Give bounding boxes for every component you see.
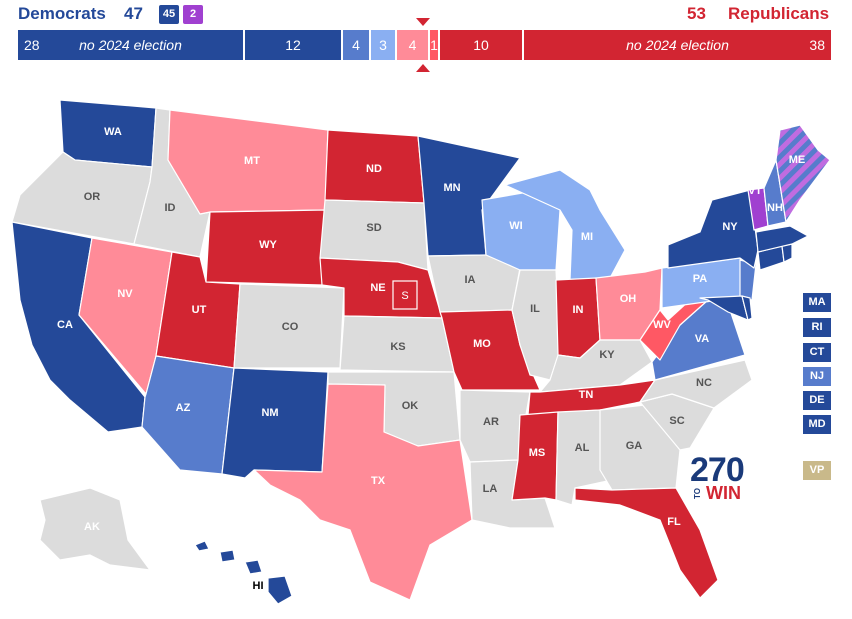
- state-hi[interactable]: [194, 540, 293, 605]
- label-az: AZ: [176, 402, 191, 414]
- label-mt: MT: [244, 155, 260, 167]
- rep-safe-segment[interactable]: 10: [440, 30, 524, 60]
- rep-lean-count: 4: [408, 37, 417, 53]
- label-mo: MO: [473, 338, 491, 350]
- label-ms: MS: [529, 447, 546, 459]
- label-or: OR: [84, 191, 101, 203]
- independent-seat-box: 2: [183, 5, 203, 24]
- label-ne-special: S: [401, 290, 408, 302]
- rep-safe-count: 10: [473, 37, 489, 53]
- dem-likely-count: 4: [352, 37, 360, 53]
- label-vt: VT: [748, 185, 762, 197]
- legend-nj[interactable]: NJ: [803, 367, 831, 386]
- label-me: ME: [789, 154, 806, 166]
- legend-vp[interactable]: VP: [803, 461, 831, 480]
- label-tx: TX: [371, 475, 386, 487]
- logo-270: 270: [690, 451, 745, 489]
- state-me[interactable]: [775, 124, 831, 223]
- dem-no-election-label: no 2024 election: [79, 37, 182, 53]
- dem-lean-segment[interactable]: 3: [371, 30, 397, 60]
- label-pa: PA: [693, 273, 708, 285]
- legend-md[interactable]: MD: [803, 415, 831, 434]
- state-ri[interactable]: [781, 243, 793, 263]
- label-nv: NV: [117, 288, 133, 300]
- rep-likely-count: 1: [430, 37, 438, 53]
- rep-no-election-label: no 2024 election: [626, 37, 729, 53]
- label-mn: MN: [443, 182, 460, 194]
- label-nm: NM: [261, 407, 278, 419]
- logo-win: WIN: [706, 483, 741, 503]
- dem-safe-count: 12: [285, 37, 301, 53]
- label-ne: NE: [370, 282, 385, 294]
- legend-ma[interactable]: MA: [803, 293, 831, 312]
- label-wv: WV: [653, 319, 671, 331]
- state-ma[interactable]: [755, 225, 809, 253]
- label-ak: AK: [84, 521, 100, 533]
- label-va: VA: [695, 333, 710, 345]
- democrats-label: Democrats: [18, 4, 106, 23]
- label-wa: WA: [104, 126, 122, 138]
- rep-no-election-segment[interactable]: no 2024 election 38: [524, 30, 831, 60]
- dem-safe-segment[interactable]: 12: [245, 30, 343, 60]
- label-ia: IA: [465, 274, 476, 286]
- majority-marker-top: [416, 18, 430, 26]
- 270towin-logo[interactable]: 270 TO WIN: [690, 451, 745, 503]
- republicans-label: Republicans: [728, 4, 830, 23]
- label-ks: KS: [390, 341, 405, 353]
- label-ky: KY: [599, 349, 615, 361]
- label-ok: OK: [402, 400, 419, 412]
- label-ny: NY: [722, 221, 738, 233]
- label-ut: UT: [192, 304, 207, 316]
- state-ak[interactable]: [39, 487, 151, 571]
- state-tx[interactable]: [253, 383, 473, 601]
- rep-no-election-count: 38: [809, 37, 825, 53]
- seat-bar: 28 no 2024 election 12 4 3 4 1 10 no 202…: [18, 30, 831, 60]
- label-al: AL: [575, 442, 590, 454]
- dem-seat-box: 45: [159, 5, 179, 24]
- label-mi: MI: [581, 231, 593, 243]
- label-oh: OH: [620, 293, 637, 305]
- dem-likely-segment[interactable]: 4: [343, 30, 371, 60]
- label-wi: WI: [509, 220, 522, 232]
- majority-marker-bottom: [416, 64, 430, 72]
- state-ny[interactable]: [667, 189, 759, 269]
- logo-to: TO: [693, 487, 702, 499]
- label-co: CO: [282, 321, 299, 333]
- state-md[interactable]: [699, 295, 749, 321]
- label-nc: NC: [696, 377, 712, 389]
- dem-no-election-segment[interactable]: 28 no 2024 election: [18, 30, 245, 60]
- republicans-total: 53: [687, 4, 706, 23]
- label-wy: WY: [259, 239, 277, 251]
- label-nh: NH: [767, 202, 783, 214]
- label-la: LA: [483, 483, 498, 495]
- label-id: ID: [165, 202, 176, 214]
- label-ca: CA: [57, 319, 73, 331]
- label-ga: GA: [626, 440, 643, 452]
- dem-no-election-count: 28: [24, 37, 40, 53]
- label-in: IN: [573, 304, 584, 316]
- label-il: IL: [530, 303, 540, 315]
- dem-lean-count: 3: [379, 37, 387, 53]
- state-az[interactable]: [141, 355, 235, 475]
- label-sd: SD: [366, 222, 381, 234]
- rep-likely-segment[interactable]: 1: [430, 30, 440, 60]
- state-nm[interactable]: [221, 367, 329, 479]
- legend-ri[interactable]: RI: [803, 318, 831, 337]
- label-hi: HI: [253, 580, 264, 592]
- label-ar: AR: [483, 416, 499, 428]
- label-tn: TN: [579, 389, 594, 401]
- state-mi[interactable]: [504, 169, 626, 281]
- state-de[interactable]: [741, 295, 753, 321]
- legend-ct[interactable]: CT: [803, 343, 831, 362]
- label-fl: FL: [667, 516, 681, 528]
- label-sc: SC: [669, 415, 684, 427]
- state-fl[interactable]: [574, 487, 719, 599]
- ne-special-box[interactable]: [392, 280, 418, 310]
- democrats-total: 47: [124, 4, 143, 23]
- label-nd: ND: [366, 163, 382, 175]
- rep-lean-segment[interactable]: 4: [397, 30, 430, 60]
- legend-de[interactable]: DE: [803, 391, 831, 410]
